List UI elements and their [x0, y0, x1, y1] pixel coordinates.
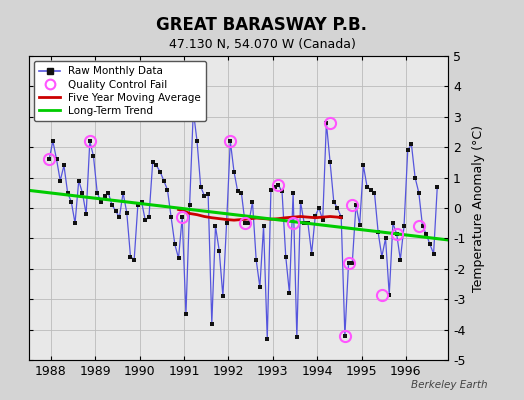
Y-axis label: Temperature Anomaly (°C): Temperature Anomaly (°C): [472, 124, 485, 292]
Text: Berkeley Earth: Berkeley Earth: [411, 380, 487, 390]
Text: 47.130 N, 54.070 W (Canada): 47.130 N, 54.070 W (Canada): [169, 38, 355, 51]
Legend: Raw Monthly Data, Quality Control Fail, Five Year Moving Average, Long-Term Tren: Raw Monthly Data, Quality Control Fail, …: [34, 61, 206, 121]
Text: GREAT BARASWAY P.B.: GREAT BARASWAY P.B.: [157, 16, 367, 34]
